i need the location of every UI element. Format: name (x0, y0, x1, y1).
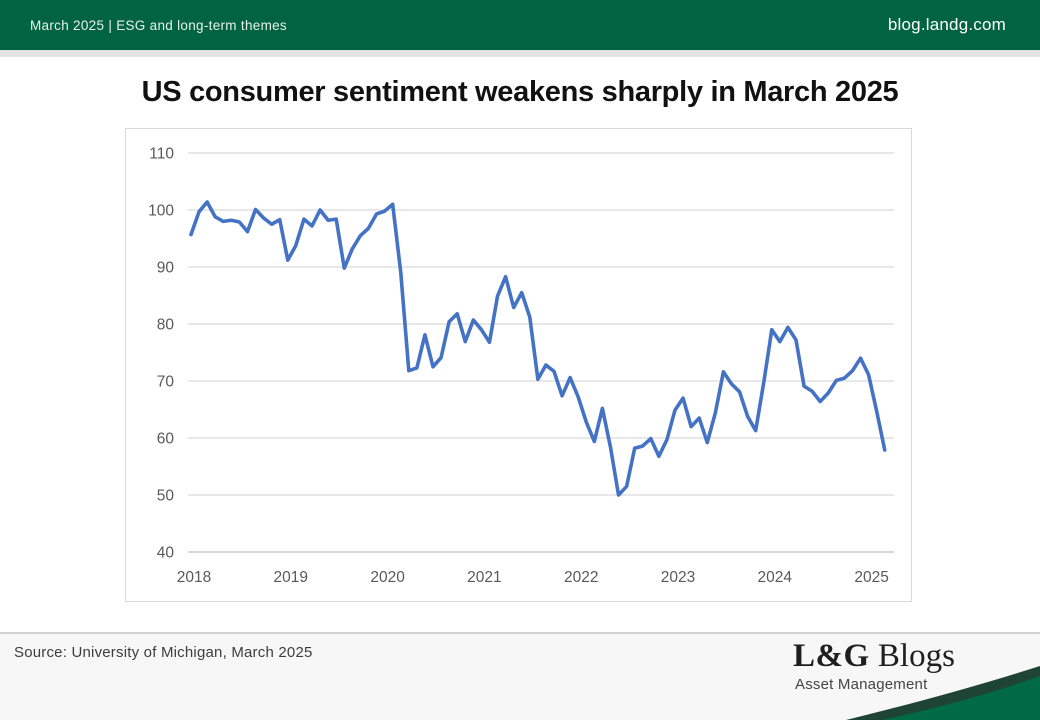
y-axis-tick-label: 60 (157, 431, 175, 448)
x-axis-tick-label: 2018 (177, 569, 211, 586)
header-shadow-strip (0, 50, 1040, 57)
y-axis-tick-label: 80 (157, 317, 175, 334)
page-title: US consumer sentiment weakens sharply in… (141, 76, 899, 108)
y-axis-tick-label: 110 (149, 146, 174, 163)
x-axis-tick-label: 2021 (467, 569, 501, 586)
y-axis-tick-label: 40 (157, 545, 175, 562)
logo-title: L&G Blogs (793, 640, 955, 673)
sentiment-chart: 110 100 90 80 70 60 50 40 2018 2019 2020 2021 2022 20… (125, 128, 912, 602)
y-axis-tick-label: 90 (157, 260, 175, 277)
corner-swoosh-graphic (846, 666, 1040, 720)
source-note: Source: University of Michigan, March 20… (14, 644, 313, 661)
swoosh-green-fill (882, 676, 1040, 720)
top-banner: March 2025 | ESG and long-term themes bl… (0, 0, 1040, 50)
y-axis-tick-label: 50 (157, 488, 175, 505)
x-axis-tick-label: 2025 (854, 569, 888, 586)
x-axis-tick-label: 2019 (274, 569, 308, 586)
y-axis-tick-label: 70 (157, 374, 175, 391)
logo-brand-text: L&G (793, 638, 870, 674)
x-axis-tick-label: 2022 (564, 569, 598, 586)
x-axis-tick-label: 2023 (661, 569, 695, 586)
banner-edition-label: March 2025 | ESG and long-term themes (30, 17, 287, 33)
logo-subtitle: Asset Management (795, 676, 928, 693)
sentiment-line-series (189, 200, 887, 497)
logo-suffix-text: Blogs (869, 638, 955, 674)
y-axis-tick-label: 100 (148, 203, 174, 220)
banner-blog-url: blog.landg.com (887, 15, 1006, 34)
x-axis-tick-label: 2024 (758, 569, 793, 586)
x-axis-tick-label: 2020 (370, 569, 405, 586)
footer: Source: University of Michigan, March 20… (0, 632, 1040, 720)
lg-blogs-logo: L&G Blogs Asset Management (793, 640, 955, 693)
